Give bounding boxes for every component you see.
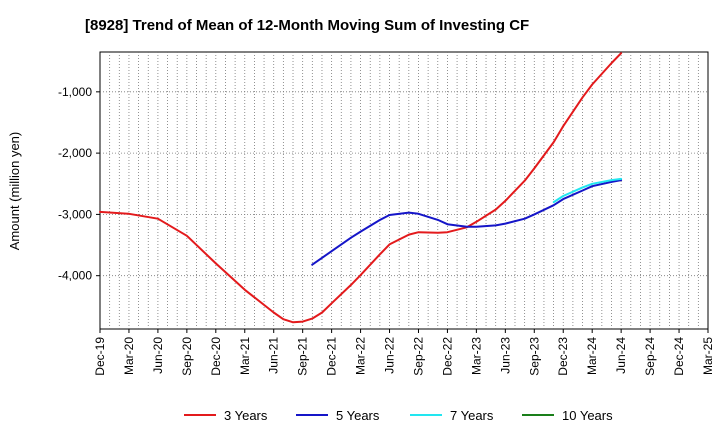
legend-label: 7 Years xyxy=(450,408,494,423)
x-axis-ticks: Dec-19 Mar-20 Jun-20 Sep-20 Dec-20 Mar-21 Jun-… xyxy=(93,329,715,376)
x-tick-label: Mar-25 xyxy=(701,337,715,375)
x-tick-label: Dec-20 xyxy=(209,337,223,376)
legend-label: 3 Years xyxy=(224,408,268,423)
x-tick-label: Jun-24 xyxy=(614,337,628,374)
y-axis-label: Amount (million yen) xyxy=(7,132,22,251)
x-tick-label: Mar-24 xyxy=(585,337,599,375)
y-tick-label: -2,000 xyxy=(58,146,92,160)
y-axis-ticks: -4,000 -3,000 -2,000 -1,000 xyxy=(58,85,100,283)
x-tick-label: Dec-21 xyxy=(325,337,339,376)
x-tick-label: Jun-23 xyxy=(498,337,512,374)
legend-label: 10 Years xyxy=(562,408,613,423)
x-tick-label: Sep-22 xyxy=(411,337,425,376)
x-tick-label: Sep-21 xyxy=(296,337,310,376)
chart-title: [8928] Trend of Mean of 12-Month Moving … xyxy=(85,17,529,34)
x-tick-label: Dec-24 xyxy=(672,337,686,376)
y-tick-label: -1,000 xyxy=(58,85,92,99)
x-tick-label: Sep-23 xyxy=(527,337,541,376)
x-tick-label: Jun-20 xyxy=(151,337,165,374)
y-tick-label: -4,000 xyxy=(58,269,92,283)
x-tick-label: Mar-22 xyxy=(354,337,368,375)
x-tick-label: Dec-19 xyxy=(93,337,107,376)
x-tick-label: Jun-22 xyxy=(383,337,397,374)
legend: 3 Years 5 Years 7 Years 10 Years xyxy=(184,408,613,423)
series-line-7-years xyxy=(552,177,623,204)
series-line-3-years xyxy=(99,52,623,324)
plot-area xyxy=(99,51,709,330)
y-tick-label: -3,000 xyxy=(58,207,92,221)
legend-label: 5 Years xyxy=(336,408,380,423)
x-tick-label: Mar-20 xyxy=(122,337,136,375)
series-line-5-years xyxy=(311,179,623,266)
x-tick-label: Sep-24 xyxy=(643,337,657,376)
grid-lines xyxy=(100,52,708,329)
x-tick-label: Mar-23 xyxy=(469,337,483,375)
x-tick-label: Jun-21 xyxy=(267,337,281,374)
x-tick-label: Dec-23 xyxy=(556,337,570,376)
series-lines xyxy=(99,52,623,324)
x-tick-label: Sep-20 xyxy=(180,337,194,376)
x-tick-label: Mar-21 xyxy=(238,337,252,375)
x-tick-label: Dec-22 xyxy=(440,337,454,376)
